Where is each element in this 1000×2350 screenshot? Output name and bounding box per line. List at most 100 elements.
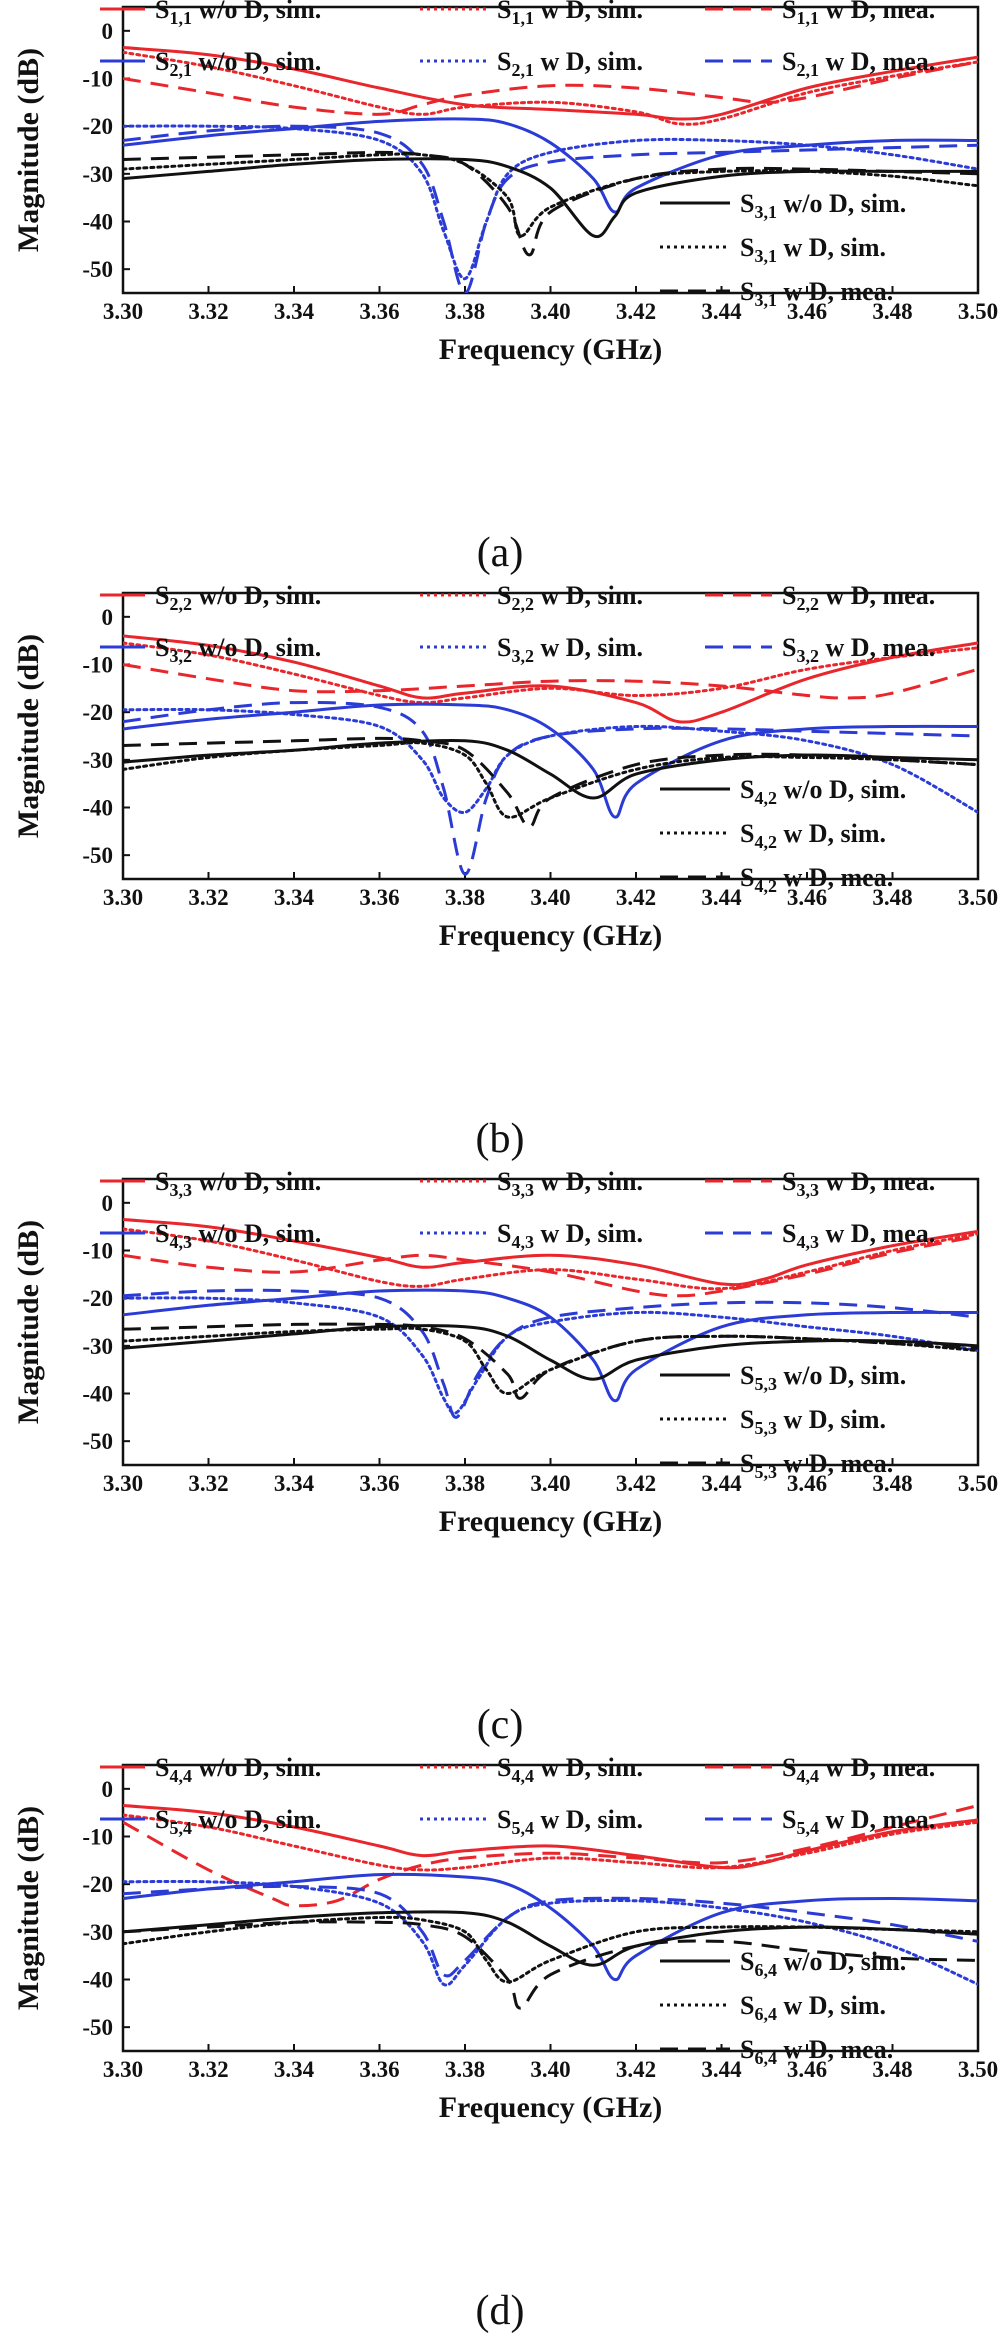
series-line-s44-dash — [123, 1804, 978, 1908]
x-tick-label: 3.36 — [359, 299, 399, 324]
x-tick-label: 3.32 — [188, 299, 228, 324]
x-tick-label: 3.32 — [188, 885, 228, 910]
x-tick-label: 3.30 — [103, 1471, 143, 1496]
x-tick-label: 3.36 — [359, 885, 399, 910]
legend-label: S2,1 w/o D, sim. — [155, 47, 321, 80]
x-tick-label: 3.36 — [359, 1471, 399, 1496]
x-tick-label: 3.50 — [958, 2057, 998, 2082]
legend-label: S4,3 w D, sim. — [497, 1219, 643, 1252]
y-tick-label: 0 — [102, 1777, 114, 1802]
x-tick-label: 3.32 — [188, 2057, 228, 2082]
legend-label: S1,1 w D, mea. — [782, 0, 935, 28]
panel-caption: (d) — [476, 2288, 525, 2334]
series-line-s44-dot — [123, 1813, 978, 1872]
y-tick-label: -50 — [82, 257, 113, 282]
legend-label: S1,1 w/o D, sim. — [155, 0, 321, 28]
x-tick-label: 3.46 — [787, 2057, 827, 2082]
y-tick-label: -30 — [82, 162, 113, 187]
y-tick-label: 0 — [102, 19, 114, 44]
x-tick-label: 3.46 — [787, 885, 827, 910]
x-tick-label: 3.48 — [872, 1471, 912, 1496]
series-line-s11-dot — [123, 50, 978, 126]
legend-label: S4,2 w/o D, sim. — [740, 775, 906, 808]
legend-label: S3,3 w/o D, sim. — [155, 1167, 321, 1200]
series-line-s53-dash — [123, 1322, 978, 1400]
x-tick-label: 3.50 — [958, 1471, 998, 1496]
series-line-s42-dot — [123, 741, 978, 819]
legend-label: S3,1 w D, mea. — [740, 277, 893, 310]
x-tick-label: 3.44 — [701, 1471, 742, 1496]
series-line-s33-solid — [123, 1218, 978, 1287]
x-tick-label: 3.38 — [445, 1471, 485, 1496]
series-line-s54-dash — [123, 1884, 978, 1978]
x-tick-label: 3.30 — [103, 299, 143, 324]
y-tick-label: -30 — [82, 748, 113, 773]
y-tick-label: -20 — [82, 700, 113, 725]
series-line-s42-dash — [123, 736, 978, 829]
series-line-s43-dash — [123, 1288, 978, 1419]
legend-label: S6,4 w D, sim. — [740, 1991, 886, 2024]
x-tick-label: 3.50 — [958, 885, 998, 910]
series-line-s32-dash — [123, 700, 978, 876]
x-tick-label: 3.48 — [872, 885, 912, 910]
legend-label: S3,3 w D, sim. — [497, 1167, 643, 1200]
chart-panel: 3.30 3.32 3.34 3.36 3.38 3.40 3.42 3.44 3.46 3.48… — [12, 1167, 998, 1748]
x-tick-label: 3.38 — [445, 299, 485, 324]
y-tick-label: 0 — [102, 1191, 114, 1216]
x-tick-label: 3.44 — [701, 885, 742, 910]
x-axis-title: Frequency (GHz) — [439, 2091, 663, 2124]
legend-label: S5,3 w D, mea. — [740, 1449, 893, 1482]
y-tick-label: -10 — [82, 1825, 113, 1850]
series-line-s54-solid — [123, 1872, 978, 1982]
x-tick-label: 3.34 — [274, 1471, 315, 1496]
x-tick-label: 3.44 — [701, 299, 742, 324]
legend-label: S1,1 w D, sim. — [497, 0, 643, 28]
y-tick-label: -10 — [82, 1239, 113, 1264]
legend-label: S2,2 w D, sim. — [497, 581, 643, 614]
series-line-s11-solid — [123, 46, 978, 121]
x-tick-label: 3.42 — [616, 1471, 656, 1496]
legend-label: S5,3 w/o D, sim. — [740, 1361, 906, 1394]
x-tick-label: 3.40 — [530, 1471, 570, 1496]
series-line-s21-dot — [123, 124, 978, 281]
series-line-s21-dash — [123, 124, 978, 293]
series-line-s43-solid — [123, 1288, 978, 1403]
legend-label: S3,3 w D, mea. — [782, 1167, 935, 1200]
legend-label: S5,4 w D, sim. — [497, 1805, 643, 1838]
series-line-s11-dash — [123, 60, 978, 116]
chart-panel: 3.30 3.32 3.34 3.36 3.38 3.40 3.42 3.44 3.46 3.48… — [12, 0, 998, 576]
x-tick-label: 3.42 — [616, 299, 656, 324]
legend-label: S4,3 w D, mea. — [782, 1219, 935, 1252]
series-line-s64-solid — [123, 1910, 978, 1967]
x-tick-label: 3.48 — [872, 299, 912, 324]
y-tick-label: -50 — [82, 843, 113, 868]
legend-label: S4,4 w D, sim. — [497, 1753, 643, 1786]
y-axis-title: Magnitude (dB) — [12, 1220, 45, 1424]
y-tick-label: -50 — [82, 1429, 113, 1454]
y-axis-title: Magnitude (dB) — [12, 1806, 45, 2010]
legend-label: S5,4 w/o D, sim. — [155, 1805, 321, 1838]
panel-caption: (c) — [477, 1702, 524, 1748]
chart-panel: 3.30 3.32 3.34 3.36 3.38 3.40 3.42 3.44 3.46 3.48… — [12, 581, 998, 1162]
x-tick-label: 3.30 — [103, 885, 143, 910]
legend-label: S2,1 w D, mea. — [782, 47, 935, 80]
y-tick-label: -40 — [82, 1968, 113, 1993]
legend-label: S3,2 w D, sim. — [497, 633, 643, 666]
x-tick-label: 3.40 — [530, 2057, 570, 2082]
series-line-s33-dot — [123, 1227, 978, 1291]
x-tick-label: 3.38 — [445, 2057, 485, 2082]
series-line-s22-dash — [123, 663, 978, 700]
y-tick-label: -10 — [82, 653, 113, 678]
y-tick-label: -30 — [82, 1334, 113, 1359]
series-line-s33-dash — [123, 1234, 978, 1298]
panel-caption: (a) — [477, 530, 524, 576]
legend-label: S2,2 w D, mea. — [782, 581, 935, 614]
x-tick-label: 3.46 — [787, 1471, 827, 1496]
legend-label: S3,2 w D, mea. — [782, 633, 935, 666]
x-tick-label: 3.42 — [616, 2057, 656, 2082]
legend-label: S4,4 w/o D, sim. — [155, 1753, 321, 1786]
x-axis-title: Frequency (GHz) — [439, 919, 663, 952]
legend-label: S3,2 w/o D, sim. — [155, 633, 321, 666]
series-line-s64-dash — [123, 1920, 978, 2010]
